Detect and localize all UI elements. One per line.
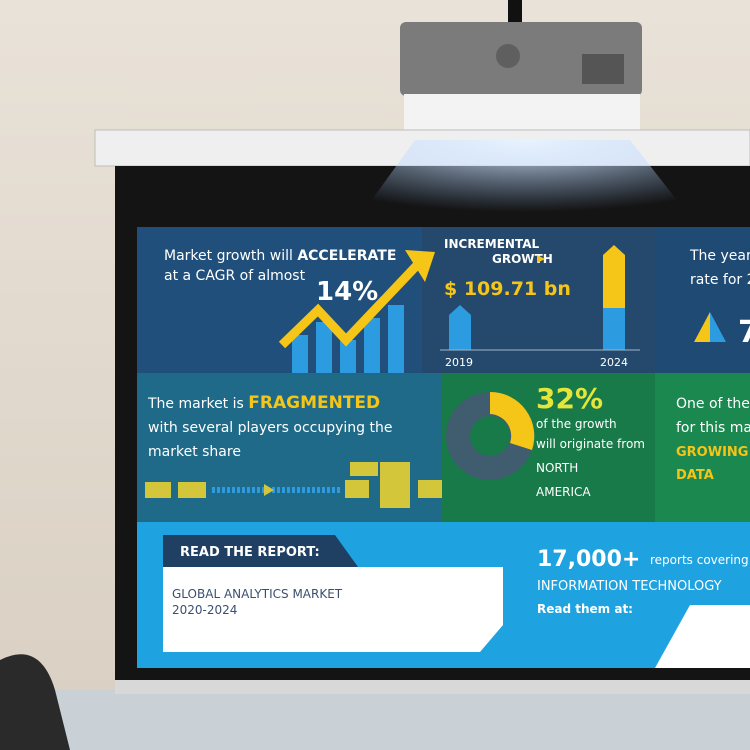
text: INFORMATION TECHNOLOGY <box>537 579 722 594</box>
big-number: 17,000+ <box>537 547 640 572</box>
text: Read them at: <box>537 602 633 616</box>
arrow-head <box>405 250 435 282</box>
big-number: 7 <box>738 315 750 350</box>
panel <box>655 227 750 373</box>
emphasis: ACCELERATE <box>297 248 396 264</box>
big-number: 14% <box>316 277 378 307</box>
projector-body <box>400 22 642 96</box>
arrow <box>264 484 274 496</box>
buildings <box>145 462 442 508</box>
text: of the growth <box>536 417 617 431</box>
text: will originate from <box>536 437 645 451</box>
text: for this ma <box>676 420 750 436</box>
text: GLOBAL ANALYTICS MARKET <box>172 587 343 601</box>
projector-vent <box>582 54 624 84</box>
screen-bar <box>115 680 750 694</box>
text: READ THE REPORT: <box>180 545 320 560</box>
text: Market growth will <box>164 248 293 264</box>
text: 2019 <box>445 356 473 369</box>
text: AMERICA <box>536 485 591 499</box>
bar-icon <box>449 305 471 350</box>
projector-base <box>404 94 640 134</box>
icon-bars <box>292 305 404 373</box>
emphasis: DATA <box>676 468 714 483</box>
amount: $ 109.71 bn <box>444 278 571 300</box>
text: The market is FRAGMENTED <box>147 393 380 413</box>
text: rate for 2 <box>690 272 750 288</box>
text: market share <box>148 444 241 460</box>
icon <box>710 312 726 342</box>
chair <box>0 654 70 750</box>
icon <box>694 312 710 342</box>
panel <box>655 373 750 522</box>
arrow <box>278 258 424 349</box>
text: with several players occupying the <box>148 420 392 436</box>
text: 2024 <box>600 356 628 369</box>
projector-knob <box>496 44 520 68</box>
text: One of the <box>676 396 750 412</box>
text: 2020-2024 <box>172 603 237 617</box>
link-card <box>655 605 750 668</box>
donut-slice <box>490 391 535 450</box>
bar-icon <box>603 308 625 350</box>
text: INCREMENTAL <box>444 237 539 251</box>
text: NORTH <box>536 461 578 475</box>
emphasis: FRAGMENTED <box>248 393 380 413</box>
text: at a CAGR of almost <box>164 268 306 284</box>
text: Market growth will ACCELERATE <box>164 248 396 264</box>
report-card <box>163 567 503 652</box>
light-beam <box>350 140 700 230</box>
emphasis: GROWING <box>676 445 748 460</box>
text: The year <box>689 248 750 264</box>
arrow <box>537 255 545 263</box>
text: reports covering <box>650 553 749 567</box>
label-tab <box>163 535 358 567</box>
big-number: 32% <box>536 382 603 415</box>
text: The market is <box>147 396 244 412</box>
floor <box>0 690 750 750</box>
donut-hole <box>470 416 510 456</box>
